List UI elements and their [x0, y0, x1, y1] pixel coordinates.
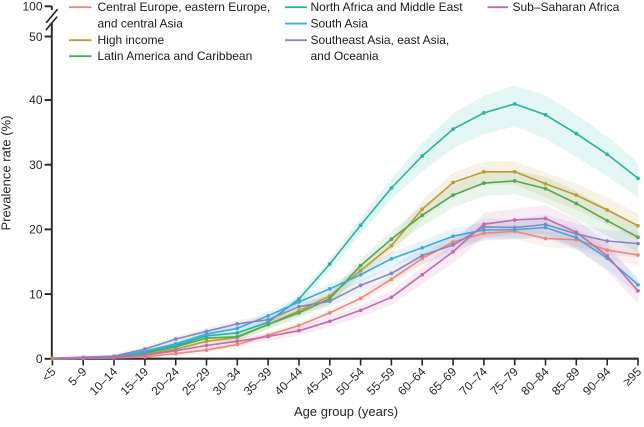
svg-text:Southeast Asia, east Asia,: Southeast Asia, east Asia, — [311, 33, 450, 47]
svg-text:Age group (years): Age group (years) — [294, 404, 398, 419]
svg-text:0: 0 — [36, 352, 43, 366]
svg-text:and central Asia: and central Asia — [98, 17, 184, 31]
svg-text:10: 10 — [29, 287, 43, 301]
svg-text:Prevalence rate (%): Prevalence rate (%) — [0, 116, 13, 231]
svg-text:30: 30 — [29, 158, 43, 172]
svg-text:20: 20 — [29, 223, 43, 237]
svg-text:100: 100 — [22, 0, 42, 14]
svg-text:High income: High income — [98, 33, 165, 47]
svg-text:Sub–Saharan Africa: Sub–Saharan Africa — [513, 0, 620, 14]
svg-text:40: 40 — [29, 93, 43, 107]
svg-text:South Asia: South Asia — [311, 17, 369, 31]
svg-text:and Oceania: and Oceania — [311, 49, 379, 63]
svg-text:Latin America and Caribbean: Latin America and Caribbean — [98, 49, 253, 63]
svg-text:North Africa and Middle East: North Africa and Middle East — [311, 0, 464, 14]
svg-text:50: 50 — [29, 30, 43, 44]
svg-text:Central Europe, eastern Europe: Central Europe, eastern Europe, — [98, 0, 271, 14]
